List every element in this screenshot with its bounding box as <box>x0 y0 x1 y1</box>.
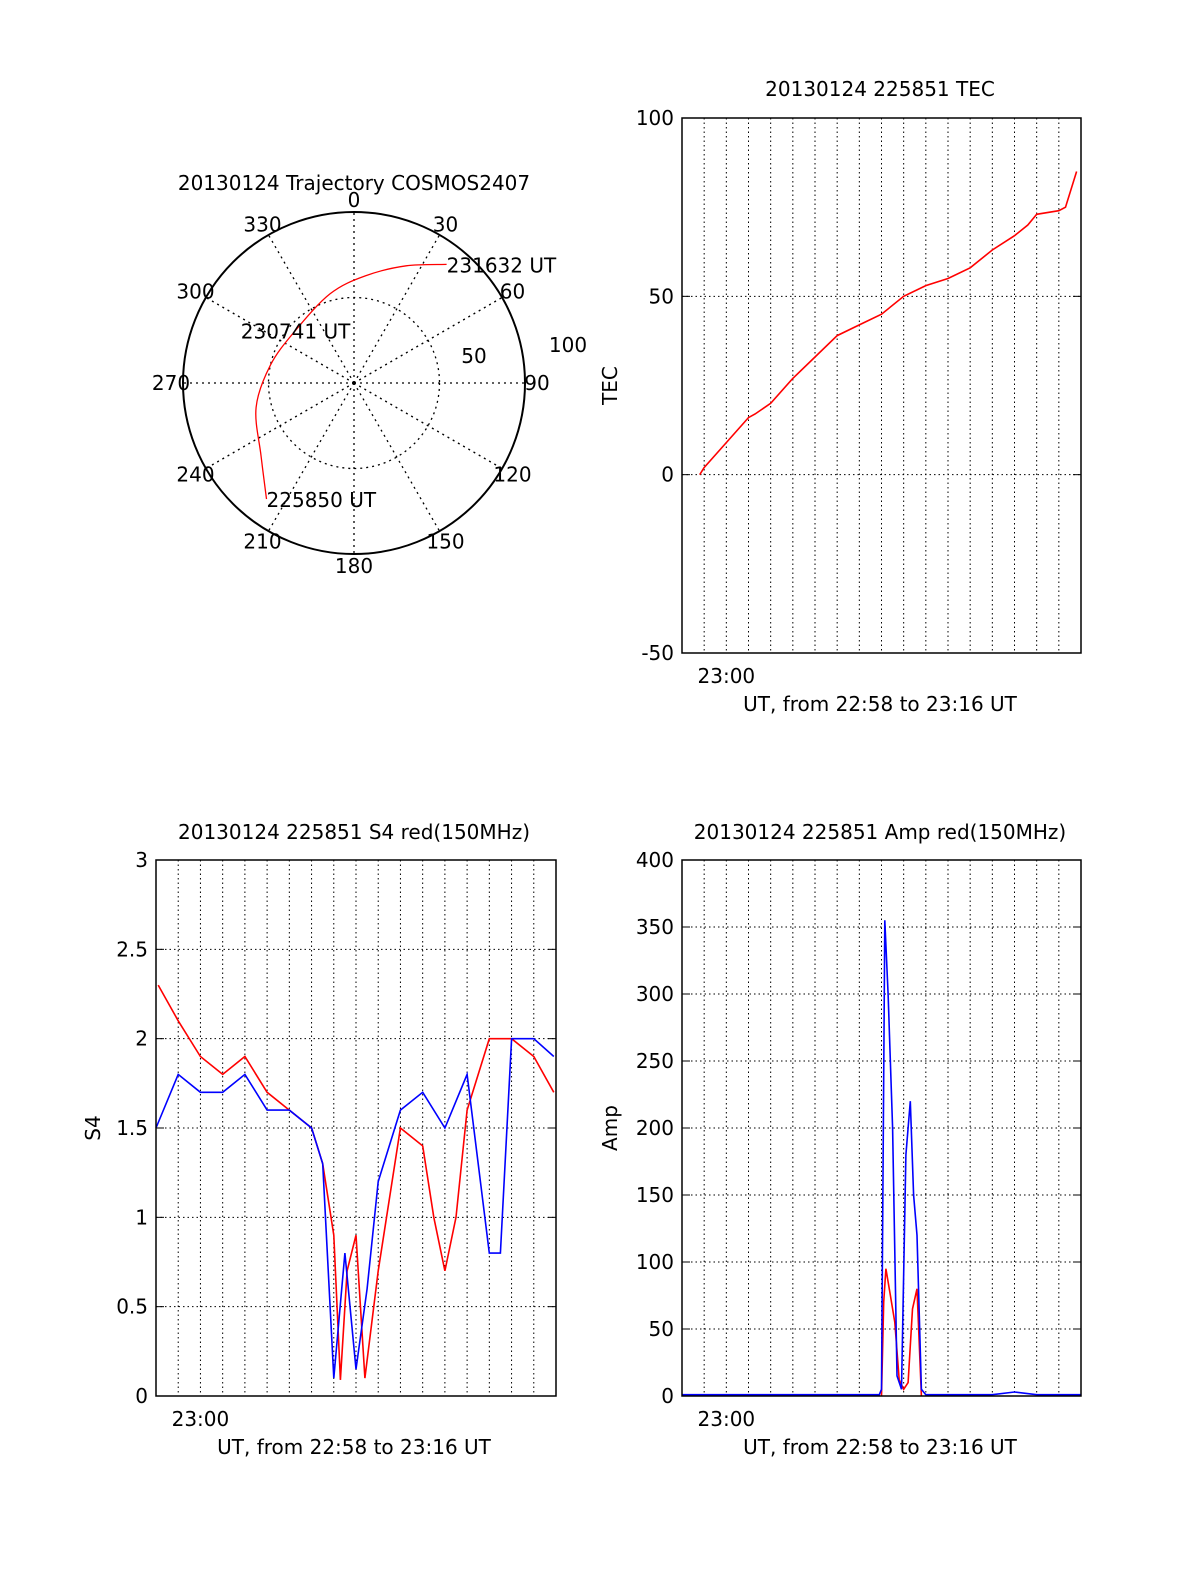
polar-azimuth-label: 60 <box>500 280 525 304</box>
y-axis-label: S4 <box>81 1115 105 1140</box>
polar-azimuth-label: 210 <box>243 529 281 553</box>
polar-azimuth-label: 0 <box>348 188 361 212</box>
polar-trajectory-line <box>255 263 447 500</box>
polar-azimuth-label: 150 <box>426 529 464 553</box>
polar-trajectory-chart: 20130124 Trajectory COSMOS2407 0 30 60 90 12… <box>152 171 587 578</box>
polar-azimuth-labels: 0 30 60 90 120 150 180 210 240 270 300 330 50 100 <box>152 188 587 578</box>
y-tick-label: 0.5 <box>116 1295 148 1319</box>
y-tick-label: 300 <box>636 982 674 1006</box>
polar-azimuth-label: 270 <box>152 371 190 395</box>
polar-spoke <box>267 382 355 532</box>
polar-azimuth-label: 120 <box>493 463 531 487</box>
x-tick-label: 23:00 <box>698 664 756 688</box>
series-line <box>682 920 1081 1396</box>
x-axis-label: UT, from 22:58 to 23:16 UT <box>743 1435 1018 1459</box>
series-line <box>155 1037 555 1379</box>
polar-spoke <box>267 234 355 384</box>
polar-radial-label: 100 <box>549 333 587 357</box>
plot-frame <box>681 117 1082 654</box>
y-tick-label: 50 <box>649 284 674 308</box>
polar-chart-title: 20130124 Trajectory COSMOS2407 <box>178 171 530 195</box>
plot-frame <box>155 859 557 1397</box>
polar-spoke <box>205 382 355 470</box>
y-tick-label: 100 <box>636 1250 674 1274</box>
polar-spoke <box>353 296 503 384</box>
polar-time-label: 230741 UT <box>241 319 351 343</box>
y-tick-label: 0 <box>661 1384 674 1408</box>
polar-radial-label: 50 <box>461 344 486 368</box>
x-axis-label: UT, from 22:58 to 23:16 UT <box>743 692 1018 716</box>
y-axis-label: TEC <box>598 366 622 406</box>
y-tick-label: 100 <box>636 106 674 130</box>
polar-spoke <box>205 296 355 384</box>
polar-azimuth-label: 330 <box>243 213 281 237</box>
polar-azimuth-label: 180 <box>335 554 373 578</box>
y-tick-label: 2 <box>135 1027 148 1051</box>
series-line <box>880 1268 923 1397</box>
series-line <box>157 984 555 1380</box>
chart-title: 20130124 225851 TEC <box>765 77 995 101</box>
y-tick-label: -50 <box>641 641 674 665</box>
y-tick-label: 200 <box>636 1116 674 1140</box>
polar-time-label: 225850 UT <box>267 488 377 512</box>
y-tick-label: 0 <box>661 463 674 487</box>
y-tick-label: 400 <box>636 848 674 872</box>
y-tick-label: 1.5 <box>116 1116 148 1140</box>
x-tick-label: 23:00 <box>698 1407 756 1431</box>
polar-azimuth-label: 30 <box>433 213 458 237</box>
chart-title: 20130124 225851 Amp red(150MHz) <box>694 820 1066 844</box>
plot-frame <box>681 859 1082 1397</box>
polar-spoke <box>353 382 503 470</box>
x-axis-label: UT, from 22:58 to 23:16 UT <box>217 1435 492 1459</box>
tec-chart: 100 50 0 -50 23:00 20130124 225851 TEC UT, fro… <box>598 77 1082 716</box>
series-line <box>699 171 1078 476</box>
polar-time-label: 231632 UT <box>447 253 557 277</box>
y-tick-label: 3 <box>135 848 148 872</box>
y-axis-label: Amp <box>598 1105 622 1151</box>
polar-azimuth-label: 90 <box>524 371 549 395</box>
chart-title: 20130124 225851 S4 red(150MHz) <box>178 820 530 844</box>
y-tick-label: 0 <box>135 1384 148 1408</box>
polar-azimuth-label: 300 <box>176 280 214 304</box>
amp-chart: 400 350 300 250 200 150 100 50 0 23:00 20130124 22… <box>598 820 1082 1459</box>
s4-chart: 3 2.5 2 1.5 1 0.5 0 23:00 20130124 225851 S4 red… <box>81 820 557 1459</box>
x-tick-label: 23:00 <box>172 1407 230 1431</box>
y-tick-label: 50 <box>649 1317 674 1341</box>
polar-spoke <box>353 234 441 384</box>
polar-outer-ring <box>182 211 526 555</box>
y-tick-label: 250 <box>636 1049 674 1073</box>
y-tick-label: 1 <box>135 1205 148 1229</box>
y-tick-label: 150 <box>636 1183 674 1207</box>
polar-grid <box>182 211 526 555</box>
y-tick-label: 2.5 <box>116 937 148 961</box>
polar-trajectory-series: 225850 UT 230741 UT 231632 UT <box>241 253 557 512</box>
polar-spoke <box>353 382 441 532</box>
y-tick-label: 350 <box>636 915 674 939</box>
polar-azimuth-label: 240 <box>176 463 214 487</box>
